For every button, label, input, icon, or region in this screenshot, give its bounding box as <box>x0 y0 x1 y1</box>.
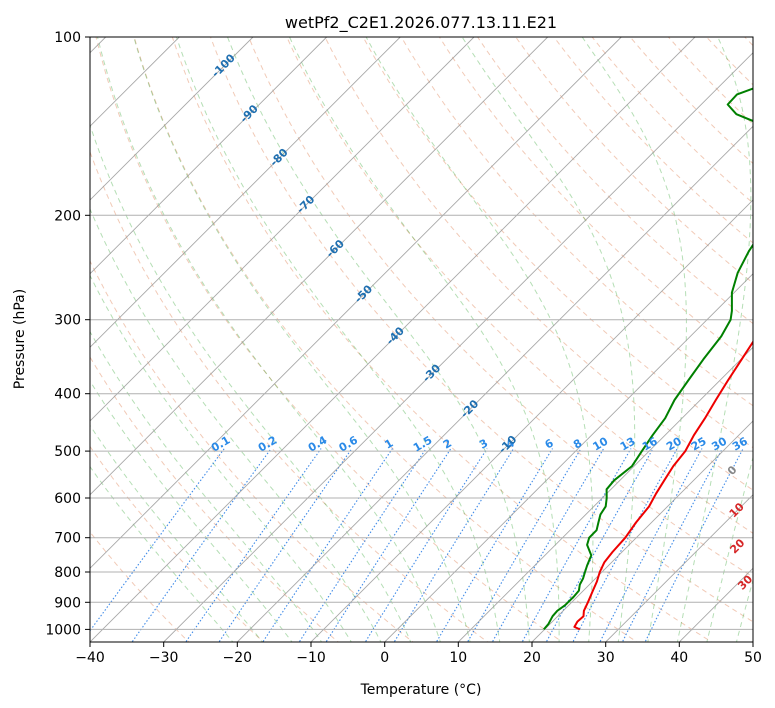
moist-adiabat <box>365 37 594 642</box>
dry-adiabat <box>209 37 753 623</box>
moist-adiabat <box>90 274 352 642</box>
moist-adiabat <box>289 37 560 642</box>
temperature-profile <box>573 340 753 631</box>
y-tick-label: 800 <box>54 565 81 581</box>
isotherm <box>531 420 753 642</box>
chart-title: wetPf2_C2E1.2026.077.13.11.E21 <box>285 13 557 33</box>
mixing-ratio-line <box>185 448 322 642</box>
isotherm <box>90 37 696 642</box>
y-tick-label: 100 <box>54 30 81 46</box>
plot-frame <box>89 36 754 643</box>
mixing-ratio-line <box>521 448 632 642</box>
dry-adiabat <box>248 37 753 578</box>
dry-adiabat <box>400 37 753 407</box>
dry-adiabat <box>90 150 489 642</box>
y-tick-label: 300 <box>54 313 81 329</box>
x-axis-label: Temperature (°C) <box>360 682 482 698</box>
isobars <box>90 37 753 630</box>
moist-adiabat <box>97 37 441 642</box>
y-axis-label: Pressure (hPa) <box>12 289 28 389</box>
isotherm <box>90 37 475 422</box>
x-tick-label: −20 <box>223 650 253 666</box>
moist-adiabat <box>90 330 323 642</box>
x-tick-label: −10 <box>296 650 326 666</box>
sounding-series <box>543 87 753 631</box>
y-tick-label: 400 <box>54 387 81 403</box>
x-tick-label: 50 <box>744 650 762 666</box>
isotherm <box>90 37 328 275</box>
isotherm <box>90 37 401 348</box>
moist-adiabat <box>461 37 636 642</box>
moist-adiabat <box>581 37 687 642</box>
y-tick-label: 200 <box>54 208 81 224</box>
x-tick-label: −40 <box>75 650 105 666</box>
mixing-ratio-line <box>466 448 582 642</box>
x-tick-label: 20 <box>523 650 541 666</box>
dry-adiabat <box>286 37 753 534</box>
x-tick-label: 40 <box>670 650 688 666</box>
x-tick-label: 30 <box>597 650 615 666</box>
mixing-ratio-line <box>325 448 452 642</box>
isotherm <box>457 346 753 642</box>
isotherm-label: 40 <box>752 600 772 620</box>
isotherm <box>90 37 254 201</box>
moist-adiabat <box>133 37 471 642</box>
axes: −40 −30 −20 −10 0 10 20 30 40 50 100 200 300 400 500 60… <box>45 30 762 666</box>
dewpoint-profile <box>543 87 753 631</box>
isotherm <box>384 273 753 642</box>
y-tick-label: 1000 <box>45 622 81 638</box>
moist-adiabat <box>90 380 293 642</box>
y-tick-label: 900 <box>54 595 81 611</box>
moist-adiabat <box>175 37 501 642</box>
mixing-ratio-line <box>218 448 353 642</box>
moist-adiabats <box>90 37 753 642</box>
dry-adiabat <box>171 37 713 642</box>
isotherm <box>90 37 549 496</box>
isotherm <box>236 125 753 642</box>
isotherm <box>163 52 753 642</box>
x-tick-label: 0 <box>380 650 389 666</box>
isotherm <box>310 199 753 642</box>
isotherm <box>90 37 622 569</box>
x-tick-label: −30 <box>149 650 179 666</box>
mixing-ratio-line <box>298 448 427 642</box>
y-tick-label: 700 <box>54 531 81 547</box>
x-tick-label: 10 <box>449 650 467 666</box>
isotherms <box>90 37 753 642</box>
mixing-ratio-line <box>364 448 488 642</box>
mixing-ratio-line <box>90 448 225 632</box>
dry-adiabat <box>324 37 753 491</box>
plot-area <box>90 37 753 642</box>
isotherm <box>605 494 753 642</box>
y-tick-label: 600 <box>54 491 81 507</box>
mixing-ratio-line <box>545 448 654 642</box>
y-tick-label: 500 <box>54 444 81 460</box>
mixing-ratio-line <box>435 448 553 642</box>
